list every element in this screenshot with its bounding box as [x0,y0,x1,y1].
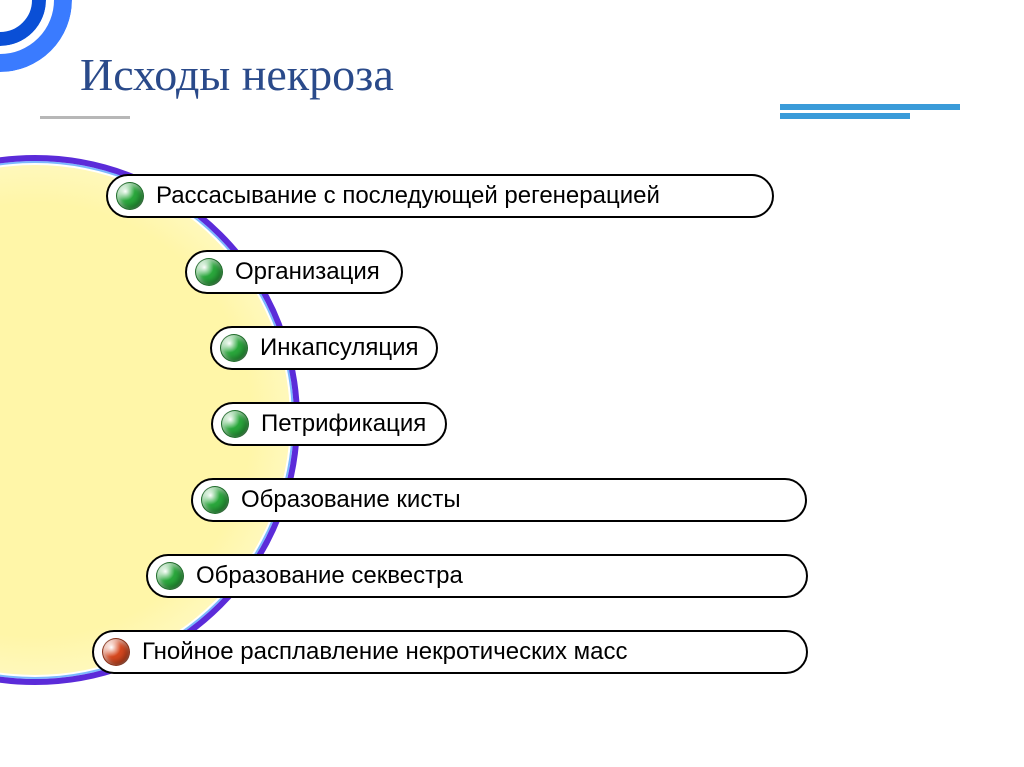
list-item-label: Образование секвестра [196,562,463,590]
list-item: Инкапсуляция [210,326,438,370]
bullet-icon [220,334,248,362]
list-item-label: Рассасывание с последующей регенерацией [156,182,660,210]
list-item: Рассасывание с последующей регенерацией [106,174,774,218]
slide-root: Исходы некроза Рассасывание с последующе… [0,0,1024,767]
list-item-label: Образование кисты [241,486,461,514]
list-item-label: Инкапсуляция [260,334,419,362]
list-item-label: Гнойное расплавление некротических масс [142,638,627,666]
bullet-icon [221,410,249,438]
bullet-icon [116,182,144,210]
list-item-label: Организация [235,258,380,286]
list-item: Образование кисты [191,478,807,522]
bullet-icon [195,258,223,286]
bullet-icon [156,562,184,590]
pill-list: Рассасывание с последующей регенерацией О… [0,0,1024,767]
bullet-icon [102,638,130,666]
list-item: Петрификация [211,402,447,446]
list-item: Гнойное расплавление некротических масс [92,630,808,674]
list-item: Организация [185,250,403,294]
list-item-label: Петрификация [261,410,426,438]
list-item: Образование секвестра [146,554,808,598]
bullet-icon [201,486,229,514]
